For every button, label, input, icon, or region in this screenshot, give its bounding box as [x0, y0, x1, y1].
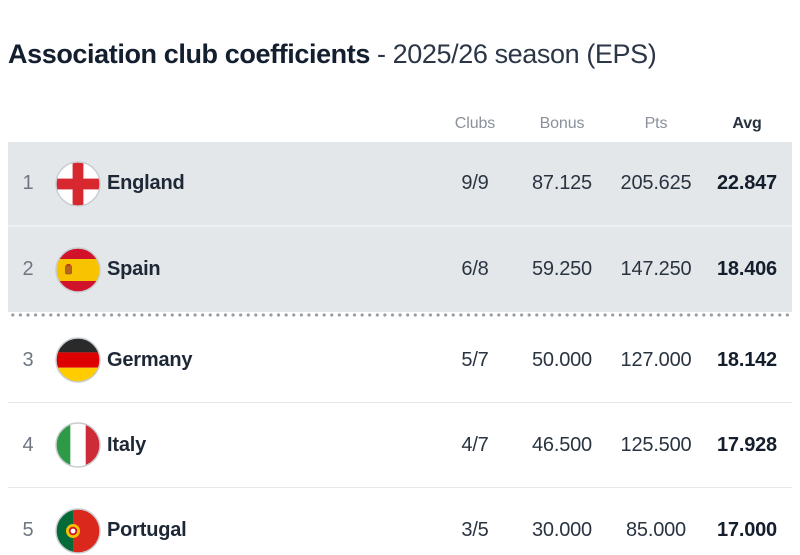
germany-flag-icon [55, 337, 101, 383]
portugal-flag-icon [55, 508, 101, 554]
rank-value: 3 [8, 349, 48, 372]
table-row-england[interactable]: 1 England 9/9 87.125 205.625 22.847 [8, 142, 792, 227]
remaining-rows-section: 3 Germany 5/7 50.000 127.000 18.142 4 It… [8, 318, 792, 555]
association-coefficients-widget: Association club coefficients- 2025/26 s… [0, 0, 800, 555]
table-row-germany[interactable]: 3 Germany 5/7 50.000 127.000 18.142 [8, 318, 792, 403]
rank-value: 2 [8, 258, 48, 281]
pts-value: 85.000 [611, 519, 701, 542]
table-row-spain[interactable]: 2 Spain 6/8 59.250 147.250 18.406 [8, 227, 792, 312]
rank-value: 4 [8, 434, 48, 457]
bonus-value: 30.000 [522, 519, 602, 542]
avg-value: 22.847 [702, 172, 792, 195]
bonus-value: 50.000 [522, 349, 602, 372]
column-header-clubs[interactable]: Clubs [435, 115, 515, 133]
qualified-rows-section: 1 England 9/9 87.125 205.625 22.847 2 Sp… [8, 142, 792, 312]
clubs-value: 5/7 [435, 349, 515, 372]
england-flag-icon [55, 161, 101, 207]
pts-value: 127.000 [611, 349, 701, 372]
spain-flag-icon [55, 247, 101, 293]
rank-value: 1 [8, 172, 48, 195]
avg-value: 17.928 [702, 434, 792, 457]
column-header-bonus[interactable]: Bonus [522, 115, 602, 133]
avg-value: 18.142 [702, 349, 792, 372]
country-name: Italy [107, 434, 435, 457]
pts-value: 205.625 [611, 172, 701, 195]
table-header-row: Clubs Bonus Pts Avg [8, 70, 792, 142]
italy-flag-icon [55, 422, 101, 468]
country-name: Portugal [107, 519, 435, 542]
clubs-value: 9/9 [435, 172, 515, 195]
bonus-value: 59.250 [522, 258, 602, 281]
country-name: Germany [107, 349, 435, 372]
table-row-portugal[interactable]: 5 Portugal 3/5 30.000 85.000 17.000 [8, 488, 792, 555]
page-title-subtitle: - 2025/26 season (EPS) [377, 39, 656, 69]
bonus-value: 87.125 [522, 172, 602, 195]
page-title-main: Association club coefficients [8, 39, 370, 69]
avg-value: 17.000 [702, 519, 792, 542]
clubs-value: 6/8 [435, 258, 515, 281]
coefficients-table: Clubs Bonus Pts Avg 1 England 9/9 87.125… [8, 70, 792, 555]
clubs-value: 3/5 [435, 519, 515, 542]
table-row-italy[interactable]: 4 Italy 4/7 46.500 125.500 17.928 [8, 403, 792, 488]
bonus-value: 46.500 [522, 434, 602, 457]
country-name: Spain [107, 258, 435, 281]
page-title: Association club coefficients- 2025/26 s… [8, 0, 792, 70]
rank-value: 5 [8, 519, 48, 542]
column-header-pts[interactable]: Pts [611, 115, 701, 133]
column-header-avg[interactable]: Avg [702, 115, 792, 133]
country-name: England [107, 172, 435, 195]
pts-value: 147.250 [611, 258, 701, 281]
avg-value: 18.406 [702, 258, 792, 281]
clubs-value: 4/7 [435, 434, 515, 457]
pts-value: 125.500 [611, 434, 701, 457]
